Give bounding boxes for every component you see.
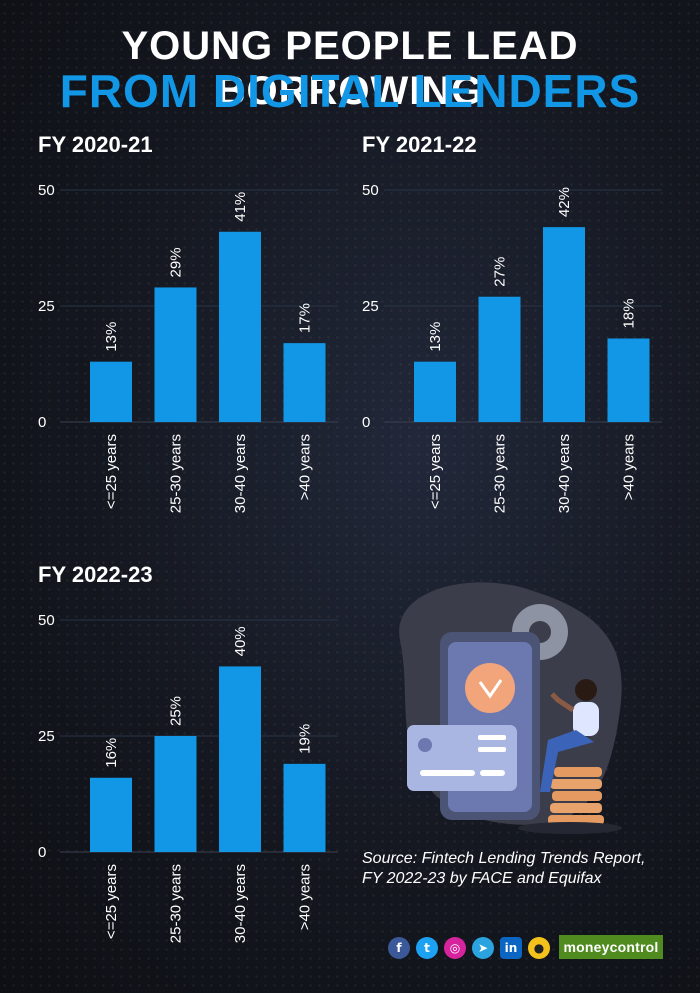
social-icons: f t ◎ ➤ in ● bbox=[388, 937, 550, 959]
bar-value-label: 41% bbox=[232, 192, 249, 222]
page-title-line2: FROM DIGITAL LENDERS bbox=[59, 65, 641, 117]
credit-card-icon bbox=[407, 725, 517, 791]
coin-stack-icon bbox=[548, 767, 604, 825]
facebook-icon[interactable]: f bbox=[388, 937, 410, 959]
bar-value-label: 18% bbox=[621, 298, 638, 328]
bar bbox=[154, 736, 197, 852]
chart-title-fy2021-22: FY 2021-22 bbox=[362, 132, 477, 157]
twitter-icon[interactable]: t bbox=[416, 937, 438, 959]
bar bbox=[90, 361, 132, 422]
category-label: <=25 years bbox=[103, 434, 120, 509]
bar-value-label: 27% bbox=[492, 257, 509, 287]
bar-value-label: 13% bbox=[427, 322, 444, 352]
bar bbox=[414, 361, 456, 422]
linkedin-icon[interactable]: in bbox=[500, 937, 522, 959]
bar bbox=[543, 227, 585, 422]
category-label: <=25 years bbox=[427, 434, 444, 509]
check-icon bbox=[465, 663, 515, 713]
y-tick-label: 0 bbox=[38, 844, 46, 861]
bar-value-label: 42% bbox=[556, 187, 573, 217]
instagram-icon[interactable]: ◎ bbox=[444, 937, 466, 959]
bar bbox=[90, 777, 132, 852]
chart-title-fy2022-23: FY 2022-23 bbox=[38, 562, 153, 587]
y-tick-label: 50 bbox=[38, 612, 55, 629]
bar-chart-fy2021-22: 0 25 50 13% <=25 years 27% 25-30 years 42% 30-40… bbox=[362, 182, 662, 513]
phone-payment-illustration bbox=[399, 582, 622, 834]
y-tick-label: 0 bbox=[38, 414, 46, 431]
bar-value-label: 29% bbox=[168, 247, 185, 277]
chart-title-fy2020-21: FY 2020-21 bbox=[38, 132, 153, 157]
person-icon bbox=[540, 679, 599, 792]
category-label: 25-30 years bbox=[492, 434, 509, 513]
y-tick-label: 25 bbox=[38, 728, 55, 745]
category-label: 30-40 years bbox=[556, 434, 573, 513]
bar-value-label: 16% bbox=[103, 738, 120, 768]
bar-chart-fy2022-23: 0 25 50 16% <=25 years 25% 25-30 years 40% 30-40… bbox=[38, 612, 338, 943]
bar bbox=[219, 666, 261, 852]
bar-chart-fy2020-21: 0 25 50 13% <=25 years 29% 25-30 years 41% 30-40… bbox=[38, 182, 338, 513]
telegram-icon[interactable]: ➤ bbox=[472, 937, 494, 959]
bar bbox=[478, 296, 521, 422]
category-label: 30-40 years bbox=[232, 864, 249, 943]
category-label: 25-30 years bbox=[168, 864, 185, 943]
bar-value-label: 13% bbox=[103, 322, 120, 352]
y-tick-label: 25 bbox=[362, 298, 379, 315]
brand-logo: moneycontrol bbox=[559, 935, 663, 959]
bar bbox=[607, 338, 650, 422]
source-note: Source: Fintech Lending Trends Report, F… bbox=[362, 850, 646, 887]
bar bbox=[283, 343, 326, 422]
category-label: 25-30 years bbox=[168, 434, 185, 513]
category-label: >40 years bbox=[297, 864, 314, 930]
bar bbox=[219, 231, 261, 422]
y-tick-label: 0 bbox=[362, 414, 370, 431]
y-tick-label: 50 bbox=[362, 182, 379, 199]
bar-value-label: 17% bbox=[297, 303, 314, 333]
bar-value-label: 40% bbox=[232, 626, 249, 656]
bar bbox=[154, 287, 197, 422]
category-label: >40 years bbox=[297, 434, 314, 500]
bar bbox=[283, 763, 326, 852]
y-tick-label: 25 bbox=[38, 298, 55, 315]
y-tick-label: 50 bbox=[38, 182, 55, 199]
category-label: >40 years bbox=[621, 434, 638, 500]
category-label: 30-40 years bbox=[232, 434, 249, 513]
bar-value-label: 19% bbox=[297, 724, 314, 754]
koo-icon[interactable]: ● bbox=[528, 937, 550, 959]
category-label: <=25 years bbox=[103, 864, 120, 939]
bar-value-label: 25% bbox=[168, 696, 185, 726]
page-title-line1: YOUNG PEOPLE LEAD BORROWING bbox=[121, 24, 579, 113]
